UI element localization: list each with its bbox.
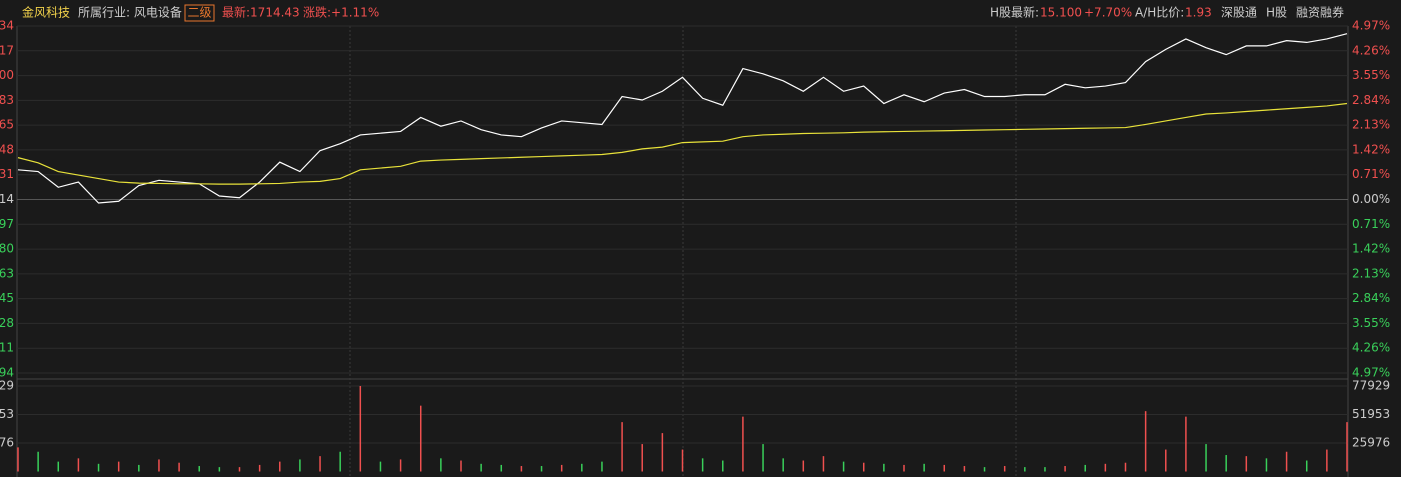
y-tick-label: 3.55%: [1352, 316, 1390, 330]
price-line: [17, 33, 1348, 204]
level-box[interactable]: [184, 4, 215, 22]
y-left-label: 14: [0, 192, 14, 206]
y-tick-label: 0.71%: [1352, 217, 1390, 231]
y-tick-label: 2.84%: [1352, 291, 1390, 305]
link[interactable]: 融资融券: [1296, 5, 1344, 20]
y-tick-label: 2.84%: [1352, 93, 1390, 107]
y-tick-label: 0.00%: [1352, 192, 1390, 206]
y-left-label: 76: [0, 436, 14, 450]
y-left-label: 00: [0, 68, 14, 82]
y-left-label: 29: [0, 379, 14, 393]
change: 涨跌:+1.11%: [303, 5, 379, 20]
y-left-label: 17: [0, 43, 14, 57]
y-left-label: 80: [0, 242, 14, 256]
y-tick-label: 0.71%: [1352, 167, 1390, 181]
y-tick-label: 2.13%: [1352, 266, 1390, 280]
y-tick-label: 2.13%: [1352, 118, 1390, 132]
y-left-label: 53: [0, 407, 14, 421]
y-left-label: 34: [0, 19, 14, 33]
y-left-label: 63: [0, 266, 14, 280]
y-tick-label: 1.42%: [1352, 142, 1390, 156]
link[interactable]: H股: [1266, 6, 1287, 20]
y-left-label: 83: [0, 93, 14, 107]
y-left-label: 48: [0, 142, 14, 156]
ah-value: 1.93: [1185, 6, 1212, 20]
stock-name: 金风科技: [22, 5, 70, 20]
h-price: 15.100: [1040, 6, 1082, 20]
y-tick-label: 4.97%: [1352, 19, 1390, 33]
h-change: +7.70%: [1084, 6, 1132, 20]
price-line: [17, 102, 1348, 185]
y-tick-label: 25976: [1352, 436, 1390, 450]
y-left-label: 28: [0, 316, 14, 330]
y-tick-label: 1.42%: [1352, 242, 1390, 256]
y-left-label: 65: [0, 118, 14, 132]
industry: 所属行业: 风电设备: [78, 6, 182, 20]
y-tick-label: 4.26%: [1352, 341, 1390, 355]
y-tick-label: 4.26%: [1352, 43, 1390, 57]
ah-label: A/H比价:: [1135, 6, 1184, 20]
y-left-label: 97: [0, 217, 14, 231]
y-tick-label: 4.97%: [1352, 366, 1390, 380]
y-tick-label: 51953: [1352, 407, 1390, 421]
y-left-label: 31: [0, 167, 14, 181]
h-latest-label: H股最新:: [990, 5, 1039, 20]
y-tick-label: 77929: [1352, 379, 1390, 393]
y-left-label: 45: [0, 291, 14, 305]
level[interactable]: 二级: [187, 6, 211, 20]
link[interactable]: 深股通: [1221, 6, 1257, 20]
latest: 最新:1714.43: [222, 5, 300, 20]
y-left-label: 94: [0, 366, 14, 380]
y-tick-label: 3.55%: [1352, 68, 1390, 82]
y-left-label: 11: [0, 341, 14, 355]
